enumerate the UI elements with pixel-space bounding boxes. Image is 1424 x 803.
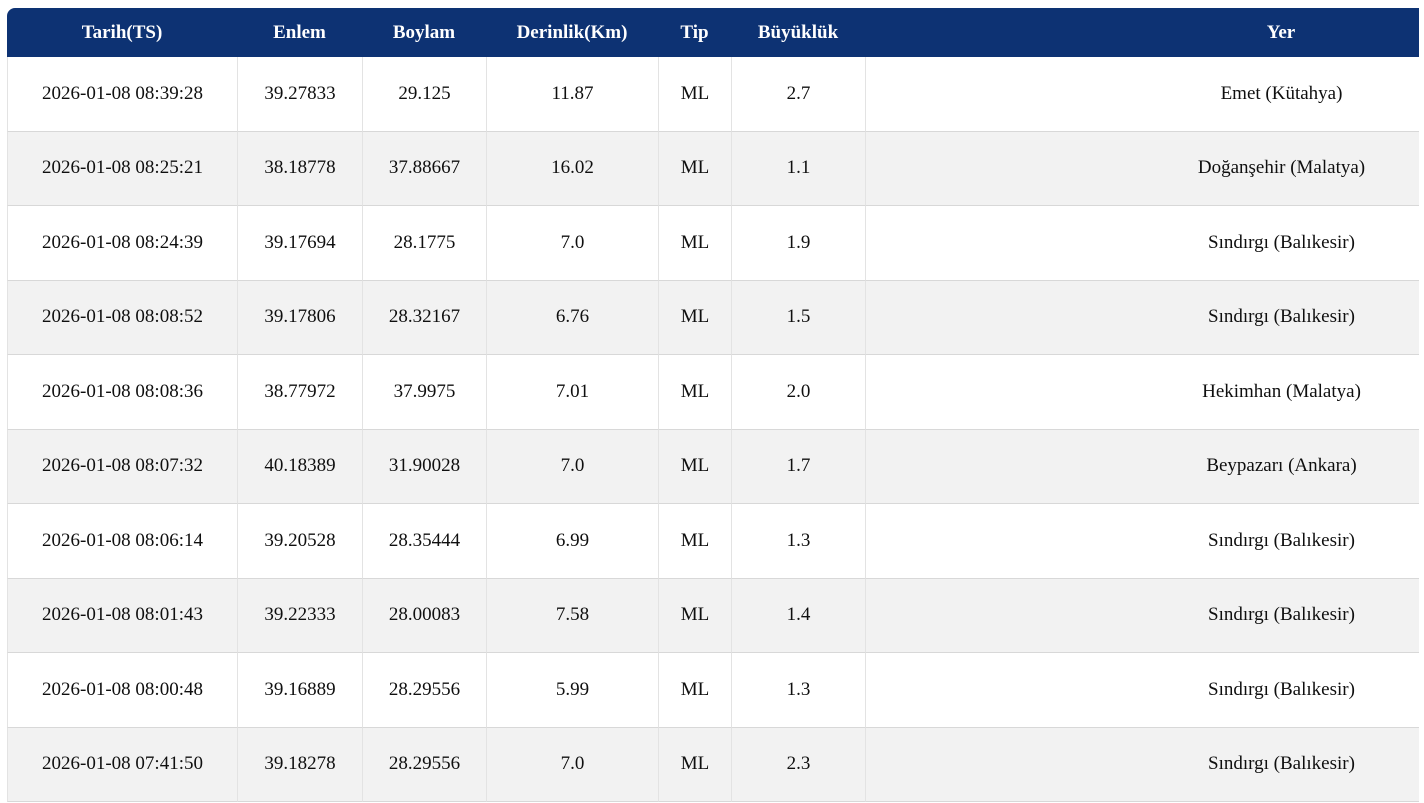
- column-header-tip: Tip: [658, 8, 731, 57]
- cell-yer: Beypazarı (Ankara): [865, 429, 1419, 504]
- cell-boylam: 28.35444: [362, 504, 486, 579]
- cell-enlem: 39.17806: [237, 280, 362, 355]
- cell-enlem: 39.16889: [237, 653, 362, 728]
- cell-derinlik: 7.58: [486, 578, 658, 653]
- cell-yer: Hekimhan (Malatya): [865, 355, 1419, 430]
- column-header-enlem: Enlem: [237, 8, 362, 57]
- table-row: 2026-01-08 08:01:43 39.22333 28.00083 7.…: [7, 578, 1419, 653]
- cell-boylam: 28.00083: [362, 578, 486, 653]
- cell-derinlik: 5.99: [486, 653, 658, 728]
- cell-derinlik: 6.76: [486, 280, 658, 355]
- cell-buyukluk: 2.7: [731, 57, 865, 132]
- cell-derinlik: 7.0: [486, 429, 658, 504]
- cell-enlem: 39.17694: [237, 206, 362, 281]
- table-row: 2026-01-08 08:39:28 39.27833 29.125 11.8…: [7, 57, 1419, 132]
- cell-yer: Sındırgı (Balıkesir): [865, 280, 1419, 355]
- table-body: 2026-01-08 08:39:28 39.27833 29.125 11.8…: [7, 57, 1419, 802]
- cell-boylam: 31.90028: [362, 429, 486, 504]
- cell-tip: ML: [658, 280, 731, 355]
- cell-tip: ML: [658, 578, 731, 653]
- cell-tip: ML: [658, 355, 731, 430]
- cell-buyukluk: 1.9: [731, 206, 865, 281]
- cell-enlem: 39.22333: [237, 578, 362, 653]
- table-row: 2026-01-08 07:41:50 39.18278 28.29556 7.…: [7, 727, 1419, 802]
- header-row: Tarih(TS) Enlem Boylam Derinlik(Km) Tip …: [7, 8, 1419, 57]
- cell-tarih: 2026-01-08 08:25:21: [7, 131, 237, 206]
- table-row: 2026-01-08 08:00:48 39.16889 28.29556 5.…: [7, 653, 1419, 728]
- cell-yer: Sındırgı (Balıkesir): [865, 206, 1419, 281]
- cell-buyukluk: 1.4: [731, 578, 865, 653]
- cell-derinlik: 16.02: [486, 131, 658, 206]
- cell-enlem: 39.20528: [237, 504, 362, 579]
- table-row: 2026-01-08 08:08:52 39.17806 28.32167 6.…: [7, 280, 1419, 355]
- cell-boylam: 37.88667: [362, 131, 486, 206]
- table-row: 2026-01-08 08:25:21 38.18778 37.88667 16…: [7, 131, 1419, 206]
- cell-boylam: 28.1775: [362, 206, 486, 281]
- cell-derinlik: 7.0: [486, 727, 658, 802]
- column-header-tarih: Tarih(TS): [7, 8, 237, 57]
- cell-derinlik: 7.0: [486, 206, 658, 281]
- cell-tarih: 2026-01-08 08:07:32: [7, 429, 237, 504]
- cell-yer: Sındırgı (Balıkesir): [865, 653, 1419, 728]
- earthquake-table: Tarih(TS) Enlem Boylam Derinlik(Km) Tip …: [7, 8, 1419, 802]
- column-header-buyukluk: Büyüklük: [731, 8, 865, 57]
- cell-tip: ML: [658, 727, 731, 802]
- cell-yer: Sındırgı (Balıkesir): [865, 504, 1419, 579]
- cell-yer: Sındırgı (Balıkesir): [865, 578, 1419, 653]
- cell-tarih: 2026-01-08 07:41:50: [7, 727, 237, 802]
- cell-boylam: 28.29556: [362, 727, 486, 802]
- cell-enlem: 40.18389: [237, 429, 362, 504]
- cell-buyukluk: 1.7: [731, 429, 865, 504]
- column-header-boylam: Boylam: [362, 8, 486, 57]
- cell-tip: ML: [658, 206, 731, 281]
- cell-derinlik: 7.01: [486, 355, 658, 430]
- cell-tarih: 2026-01-08 08:08:52: [7, 280, 237, 355]
- cell-yer: Emet (Kütahya): [865, 57, 1419, 132]
- cell-yer: Sındırgı (Balıkesir): [865, 727, 1419, 802]
- cell-tarih: 2026-01-08 08:00:48: [7, 653, 237, 728]
- cell-enlem: 39.18278: [237, 727, 362, 802]
- cell-tarih: 2026-01-08 08:24:39: [7, 206, 237, 281]
- cell-tarih: 2026-01-08 08:06:14: [7, 504, 237, 579]
- column-header-derinlik: Derinlik(Km): [486, 8, 658, 57]
- cell-boylam: 29.125: [362, 57, 486, 132]
- cell-buyukluk: 2.0: [731, 355, 865, 430]
- table-row: 2026-01-08 08:24:39 39.17694 28.1775 7.0…: [7, 206, 1419, 281]
- cell-tip: ML: [658, 653, 731, 728]
- cell-enlem: 38.77972: [237, 355, 362, 430]
- table-row: 2026-01-08 08:06:14 39.20528 28.35444 6.…: [7, 504, 1419, 579]
- table-row: 2026-01-08 08:08:36 38.77972 37.9975 7.0…: [7, 355, 1419, 430]
- cell-buyukluk: 2.3: [731, 727, 865, 802]
- cell-boylam: 28.32167: [362, 280, 486, 355]
- table-row: 2026-01-08 08:07:32 40.18389 31.90028 7.…: [7, 429, 1419, 504]
- cell-derinlik: 11.87: [486, 57, 658, 132]
- cell-tarih: 2026-01-08 08:08:36: [7, 355, 237, 430]
- cell-derinlik: 6.99: [486, 504, 658, 579]
- cell-tip: ML: [658, 504, 731, 579]
- cell-boylam: 28.29556: [362, 653, 486, 728]
- cell-enlem: 38.18778: [237, 131, 362, 206]
- earthquake-table-container: Tarih(TS) Enlem Boylam Derinlik(Km) Tip …: [7, 8, 1419, 803]
- cell-buyukluk: 1.1: [731, 131, 865, 206]
- cell-tip: ML: [658, 429, 731, 504]
- column-header-yer: Yer: [865, 8, 1419, 57]
- cell-yer: Doğanşehir (Malatya): [865, 131, 1419, 206]
- cell-buyukluk: 1.5: [731, 280, 865, 355]
- cell-buyukluk: 1.3: [731, 653, 865, 728]
- cell-boylam: 37.9975: [362, 355, 486, 430]
- cell-tarih: 2026-01-08 08:01:43: [7, 578, 237, 653]
- cell-tip: ML: [658, 57, 731, 132]
- cell-tip: ML: [658, 131, 731, 206]
- cell-buyukluk: 1.3: [731, 504, 865, 579]
- cell-enlem: 39.27833: [237, 57, 362, 132]
- table-header: Tarih(TS) Enlem Boylam Derinlik(Km) Tip …: [7, 8, 1419, 57]
- cell-tarih: 2026-01-08 08:39:28: [7, 57, 237, 132]
